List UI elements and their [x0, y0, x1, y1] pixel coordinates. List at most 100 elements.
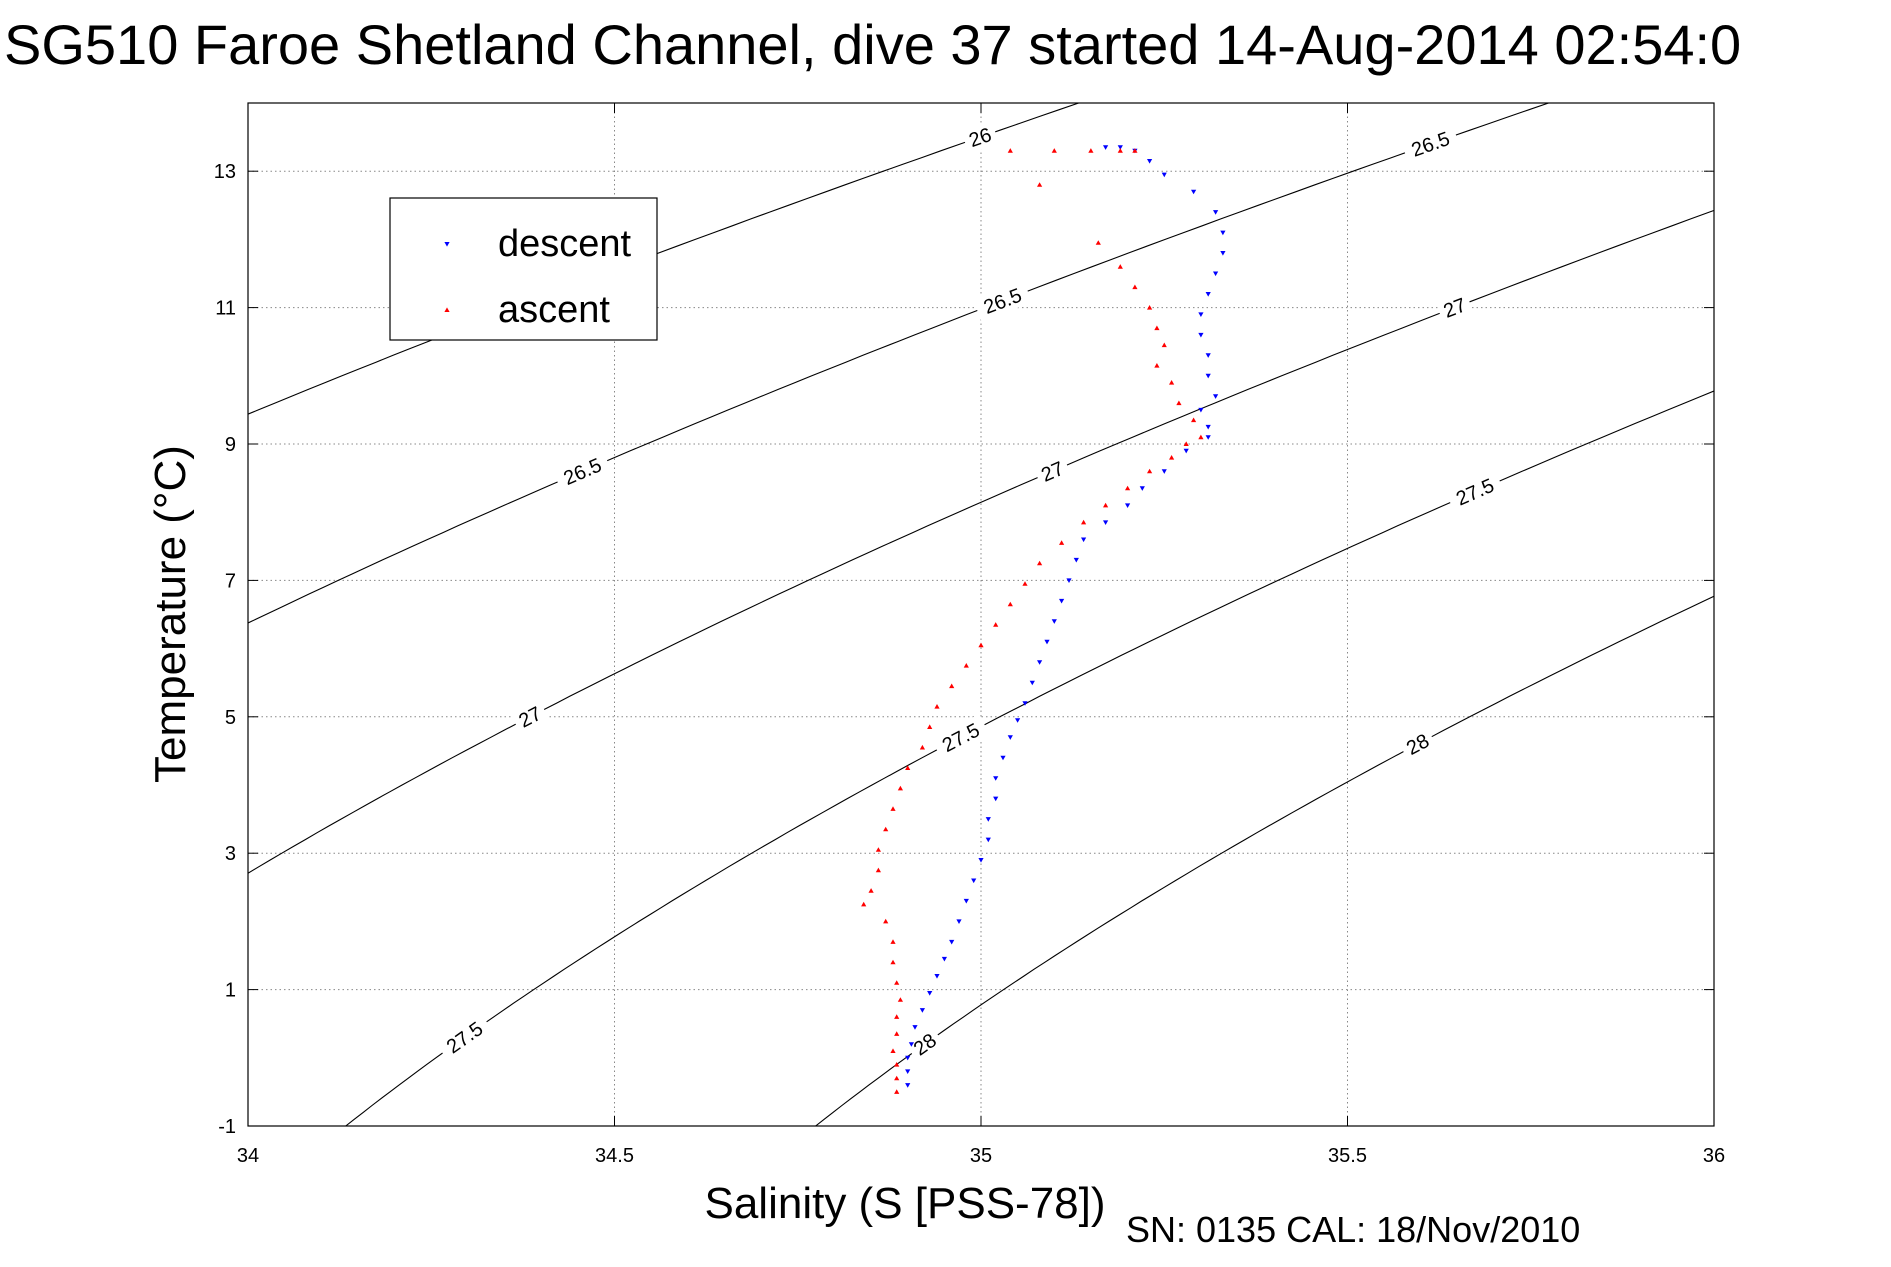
ascent-point: [894, 1062, 900, 1067]
ascent-point: [1081, 519, 1087, 525]
descent-point: [934, 974, 940, 979]
descent-point: [978, 858, 984, 863]
x-tick-label: 34.5: [595, 1145, 634, 1167]
isopycnal-line: [344, 390, 1714, 1126]
ascent-point: [1007, 601, 1013, 607]
ascent-point: [1037, 560, 1043, 566]
ascent-point: [1169, 455, 1175, 460]
isopycnal-label-bg: [1445, 469, 1505, 514]
isopycnal-label-bg: [1435, 290, 1474, 325]
ascent-point: [1169, 380, 1175, 385]
calibration-footer: SN: 0135 CAL: 18/Nov/2010: [1126, 1209, 1580, 1250]
descent-point: [1198, 407, 1204, 413]
ascent-point: [894, 1075, 900, 1081]
isopycnal-line: [248, 209, 1714, 874]
descent-point: [941, 956, 947, 962]
ascent-point: [1183, 441, 1189, 446]
ascent-point: [894, 1031, 900, 1036]
descent-point: [1103, 145, 1109, 150]
isopycnal-label-bg: [961, 120, 1000, 154]
descent-point: [1205, 353, 1211, 358]
ascent-point: [1022, 581, 1028, 586]
isopycnal-line: [248, 103, 1081, 415]
legend: descent ascent: [389, 197, 658, 341]
descent-point: [905, 1055, 911, 1061]
isopycnal-label-bg: [552, 449, 612, 494]
descent-point: [971, 878, 977, 884]
y-axis-label: Temperature (°C): [146, 445, 195, 783]
ascent-point: [949, 683, 955, 689]
ascent-point: [1007, 148, 1013, 153]
descent-point: [985, 817, 991, 822]
isopycnal-label-group: 26: [961, 120, 1000, 154]
series-descent: [905, 145, 1226, 1088]
descent-point: [1051, 619, 1057, 624]
descent-point: [1205, 373, 1211, 379]
descent-point: [1037, 660, 1043, 665]
x-axis-label: Salinity (S [PSS-78]): [704, 1179, 1105, 1228]
descent-point: [1161, 172, 1167, 178]
ascent-point: [993, 622, 999, 627]
descent-point: [956, 919, 962, 924]
legend-label-ascent: ascent: [498, 289, 610, 331]
ascent-point: [890, 939, 896, 944]
descent-point: [927, 991, 933, 996]
descent-point: [919, 1008, 925, 1013]
chart-title: SG510 Faroe Shetland Channel, dive 37 st…: [4, 13, 1741, 76]
ascent-point: [1161, 342, 1167, 348]
ascent-point: [1132, 148, 1138, 153]
ascent-point: [905, 765, 911, 770]
y-tick-label: 3: [225, 843, 236, 865]
y-tick-label: -1: [218, 1116, 236, 1138]
ascent-point: [875, 847, 881, 852]
series-ascent: [861, 148, 1204, 1094]
legend-box: [389, 197, 658, 341]
ascent-point: [978, 642, 984, 648]
x-tick-label: 35.5: [1328, 1145, 1367, 1167]
y-tick-label: 5: [225, 707, 236, 729]
descent-point: [1073, 557, 1079, 563]
descent-point: [993, 776, 999, 781]
ascent-point: [868, 888, 874, 893]
descent-point: [1059, 598, 1065, 604]
isopycnal-label-bg: [931, 714, 991, 761]
descent-point: [1000, 755, 1006, 761]
isopycnal-label-bg: [435, 1011, 494, 1063]
ascent-point: [883, 826, 889, 832]
y-tick-label: 11: [215, 298, 236, 320]
descent-point: [1022, 701, 1028, 706]
descent-point: [1015, 718, 1021, 723]
y-tick-label: 7: [225, 570, 236, 592]
descent-point: [985, 837, 991, 843]
ascent-point: [934, 704, 940, 709]
isopycnal-label-bg: [510, 698, 550, 735]
ascent-point: [890, 1048, 896, 1053]
descent-point: [1205, 435, 1211, 440]
ascent-point: [927, 724, 933, 729]
isopycnal-label-bg: [904, 1025, 945, 1064]
isopycnal-contours: [248, 103, 1714, 1126]
isopycnal-label-bg: [1032, 453, 1072, 489]
descent-point: [1117, 145, 1123, 150]
isopycnal-line: [248, 103, 1551, 624]
descent-point: [905, 1069, 911, 1074]
descent-point: [1205, 292, 1211, 297]
descent-point: [949, 939, 955, 945]
ascent-point: [1191, 417, 1197, 423]
ascent-point: [1132, 284, 1138, 290]
ascent-point: [1059, 540, 1065, 545]
descent-point: [905, 1083, 911, 1088]
ascent-point: [1088, 148, 1094, 153]
ascent-point: [861, 901, 867, 907]
legend-markers: [444, 242, 450, 312]
ascent-point: [1198, 434, 1204, 440]
isopycnal-label-group: 27: [1032, 453, 1072, 489]
ascent-point: [890, 806, 896, 811]
ascent-point: [897, 785, 903, 791]
ascent-point: [1125, 485, 1131, 491]
descent-point: [1198, 332, 1204, 338]
descent-point: [993, 796, 999, 802]
descent-point: [1220, 251, 1226, 256]
descent-point: [1191, 189, 1197, 195]
